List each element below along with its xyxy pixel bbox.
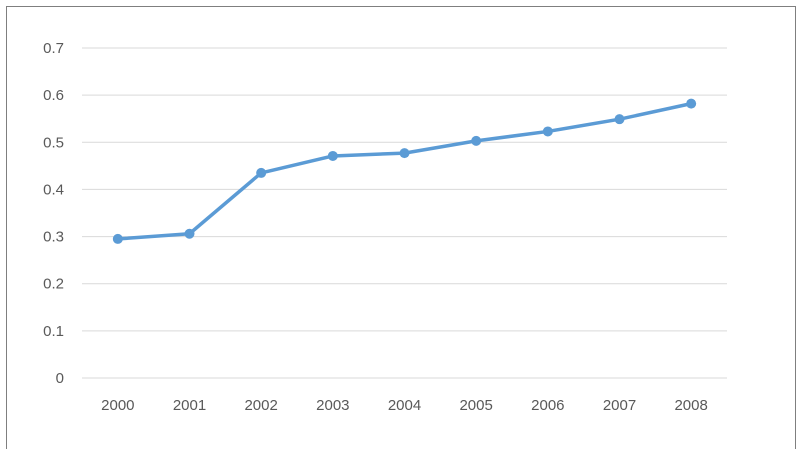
data-point-5 — [471, 135, 482, 146]
x-tick-label-7: 2007 — [603, 397, 636, 414]
x-tick-label-5: 2005 — [459, 397, 492, 414]
data-point-3 — [327, 150, 338, 161]
x-tick-label-8: 2008 — [674, 397, 707, 414]
series-layer — [112, 98, 697, 244]
x-tick-label-3: 2003 — [316, 397, 349, 414]
y-tick-label-6: 0.6 — [43, 87, 64, 104]
y-axis-tick-labels: 0 0.1 0.2 0.3 0.4 0.5 0.6 0.7 — [43, 40, 64, 387]
y-tick-label-1: 0.1 — [43, 323, 64, 340]
gridlines — [82, 47, 727, 379]
data-point-8 — [686, 98, 697, 109]
data-point-0 — [112, 233, 123, 244]
x-tick-label-4: 2004 — [388, 397, 421, 414]
series-line-0 — [116, 101, 693, 241]
x-axis-tick-labels: 2000 2001 2002 2003 2004 2005 2006 2007 2008 — [101, 397, 708, 414]
data-point-6 — [542, 126, 553, 137]
y-tick-label-4: 0.4 — [43, 181, 64, 198]
y-tick-label-0: 0 — [56, 370, 64, 387]
y-tick-label-2: 0.2 — [43, 276, 64, 293]
y-tick-label-7: 0.7 — [43, 40, 64, 57]
x-tick-label-1: 2001 — [173, 397, 206, 414]
chart-frame — [6, 6, 796, 449]
data-point-2 — [256, 167, 267, 178]
y-tick-label-5: 0.5 — [43, 134, 64, 151]
data-point-1 — [184, 228, 195, 239]
data-point-7 — [614, 114, 625, 125]
y-tick-label-3: 0.3 — [43, 229, 64, 246]
data-point-4 — [399, 148, 410, 159]
x-tick-label-2: 2002 — [244, 397, 277, 414]
x-tick-label-0: 2000 — [101, 397, 134, 414]
x-tick-label-6: 2006 — [531, 397, 564, 414]
